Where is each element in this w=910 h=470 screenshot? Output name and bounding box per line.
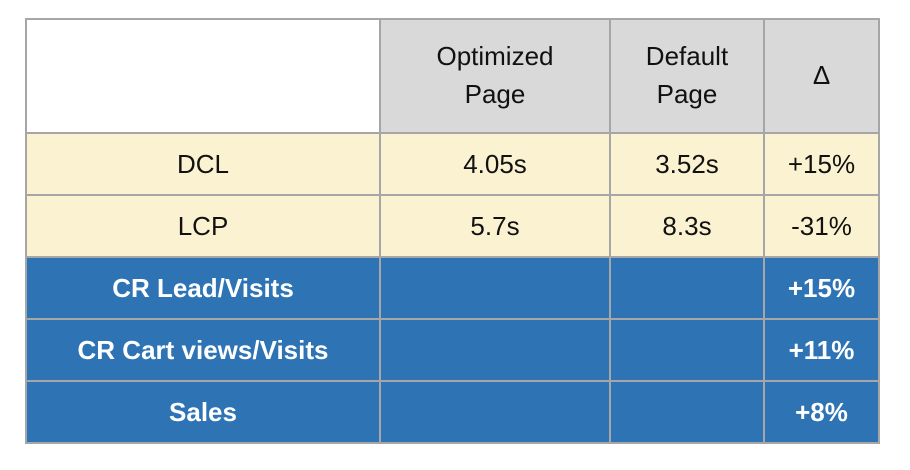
lcp-delta-value-cell: -31% <box>763 194 880 258</box>
comparison-table: Optimized Page Default Page Δ DCL 4.05s … <box>25 18 880 444</box>
row-sales: Sales +8% <box>25 380 880 444</box>
dcl-optimized-value-cell: 4.05s <box>379 132 611 196</box>
sales-label-cell: Sales <box>25 380 381 444</box>
row-lcp: LCP 5.7s 8.3s -31% <box>25 194 880 258</box>
cr-cart-views-visits-optimized-value-cell <box>379 318 611 382</box>
lcp-default-value-cell: 8.3s <box>609 194 765 258</box>
cr-cart-views-visits-default-value-cell <box>609 318 765 382</box>
dcl-default-value-cell: 3.52s <box>609 132 765 196</box>
default-page-header-cell: Default Page <box>609 18 765 134</box>
cr-cart-views-visits-delta-value-cell: +11% <box>763 318 880 382</box>
sales-default-value-cell <box>609 380 765 444</box>
dcl-label-cell: DCL <box>25 132 381 196</box>
corner-header-cell <box>25 18 381 134</box>
cr-lead-visits-default-value-cell <box>609 256 765 320</box>
lcp-label-cell: LCP <box>25 194 381 258</box>
cr-cart-views-visits-label-cell: CR Cart views/Visits <box>25 318 381 382</box>
row-cr-lead-visits: CR Lead/Visits +15% <box>25 256 880 320</box>
row-dcl: DCL 4.05s 3.52s +15% <box>25 132 880 196</box>
cr-lead-visits-delta-value-cell: +15% <box>763 256 880 320</box>
delta-header-cell: Δ <box>763 18 880 134</box>
cr-lead-visits-label-cell: CR Lead/Visits <box>25 256 381 320</box>
cr-lead-visits-optimized-value-cell <box>379 256 611 320</box>
lcp-optimized-value-cell: 5.7s <box>379 194 611 258</box>
sales-optimized-value-cell <box>379 380 611 444</box>
sales-delta-value-cell: +8% <box>763 380 880 444</box>
dcl-delta-value-cell: +15% <box>763 132 880 196</box>
header-row: Optimized Page Default Page Δ <box>25 18 880 134</box>
row-cr-cart-views-visits: CR Cart views/Visits +11% <box>25 318 880 382</box>
optimized-page-header-cell: Optimized Page <box>379 18 611 134</box>
